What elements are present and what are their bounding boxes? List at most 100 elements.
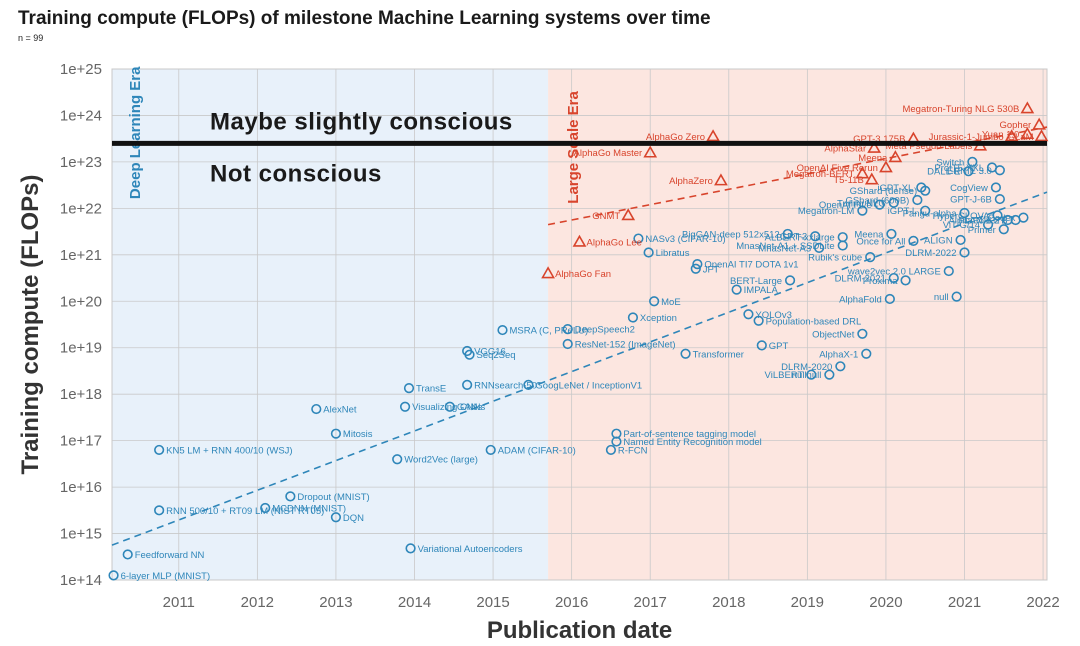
y-tick-label: 1e+21: [60, 247, 102, 264]
data-label: ALIGN: [924, 235, 953, 246]
data-label: ADAM (CIFAR-10): [498, 445, 576, 456]
data-label: ALBERT-xxlarge: [765, 233, 835, 244]
data-label: GShard (600B): [845, 196, 909, 207]
data-label: Meta Pseudo Labels: [886, 141, 973, 152]
data-label: Dropout (MNIST): [297, 492, 369, 503]
data-point: [285, 491, 296, 502]
data-label: DLRM-2021: [835, 274, 886, 285]
data-point: [835, 361, 846, 372]
consciousness-threshold: Maybe slightly conscious Not conscious: [112, 108, 1047, 187]
data-label: MCDNN (MNIST): [272, 503, 346, 514]
data-point: [1032, 117, 1047, 130]
data-point: [154, 505, 165, 516]
data-label: Switch: [936, 157, 964, 168]
data-point: [888, 272, 899, 284]
x-tick-label: 2015: [476, 594, 509, 611]
data-label: AlphaFold-2: [948, 215, 999, 226]
data-label: Megatron-Turing NLG 530B: [902, 104, 1019, 115]
data-label: Meena: [858, 153, 888, 164]
data-point: [990, 182, 1002, 193]
data-point: [900, 275, 911, 286]
data-point: [523, 379, 534, 390]
chart-subtitle: n = 99: [18, 33, 44, 43]
y-tick-label: 1e+23: [60, 154, 102, 171]
data-label: Megatron-LM: [798, 206, 855, 217]
data-point: [462, 379, 473, 390]
data-point: [992, 210, 1003, 221]
data-label: iGPT-XL: [877, 183, 913, 194]
data-point: [1002, 214, 1013, 226]
data-label: DeepSpeech2: [575, 325, 635, 336]
data-point: [562, 324, 573, 335]
data-label: Megatron-BERT: [786, 169, 855, 180]
data-point: [706, 129, 720, 142]
data-point: [857, 205, 868, 216]
data-point: [403, 383, 415, 394]
data-label: AlphaGo Zero: [646, 132, 705, 143]
data-label: GPT-2: [780, 232, 807, 243]
data-point: [680, 348, 691, 359]
data-label: DLRM-2022: [905, 248, 956, 259]
data-label: OpenAI TI7 DOTA 1v1: [704, 260, 798, 271]
y-tick-label: 1e+15: [60, 526, 102, 543]
data-label: JFT: [703, 264, 720, 275]
data-point: [908, 235, 919, 246]
data-label: Libratus: [656, 248, 690, 259]
y-tick-label: 1e+19: [60, 340, 102, 357]
axis-ticks: 1e+14 1e+15 1e+16 1e+17 1e+18 1e+19 1e+20 1e+21…: [60, 61, 1060, 611]
data-point: [714, 173, 728, 186]
data-label: DQN: [343, 513, 364, 524]
data-label: Meena: [854, 229, 884, 240]
data-label: MSRA (C, PReLU): [510, 326, 589, 337]
data-label: MoE: [661, 297, 681, 308]
data-point: [444, 401, 455, 412]
data-point: [782, 228, 793, 240]
data-label: Named Entity Recognition model: [623, 437, 761, 448]
data-point: [633, 233, 644, 244]
data-label: Variational Autoencoders: [418, 544, 523, 555]
data-label: AlphaStar: [824, 143, 866, 154]
data-label: VGG16: [474, 346, 506, 357]
data-point: [888, 197, 899, 208]
chart-title: Training compute (FLOPs) of milestone Ma…: [18, 8, 711, 29]
grid-lines: [112, 68, 1047, 581]
data-label: HyperCLOVA: [933, 211, 991, 222]
data-label: Transformer: [693, 349, 744, 360]
data-label: ERNIE 3.0: [947, 166, 992, 177]
data-label: RNNsearch-50*: [474, 380, 541, 391]
x-tick-label: 2014: [398, 594, 431, 611]
data-point: [943, 265, 954, 277]
data-label: NASv3 (CIFAR-10): [645, 234, 725, 245]
data-point: [861, 348, 872, 359]
data-label: Seq2Seq: [477, 350, 516, 361]
data-labels: 6-layer MLP (MNIST) Feedforward NN RNN 500…: [121, 104, 1034, 582]
y-tick-label: 1e+22: [60, 200, 102, 217]
data-point: [855, 166, 870, 179]
data-point: [879, 160, 893, 173]
data-label: Proxima: [863, 276, 899, 287]
data-label: Primer: [968, 225, 996, 236]
y-tick-label: 1e+17: [60, 433, 102, 450]
data-point: [541, 266, 555, 279]
label-not-conscious: Not conscious: [210, 160, 382, 187]
data-point: [485, 444, 496, 456]
data-point: [959, 247, 970, 258]
y-tick-label: 1e+14: [60, 572, 102, 589]
x-tick-label: 2021: [948, 594, 981, 611]
data-point: [753, 315, 764, 326]
data-point: [731, 284, 742, 295]
data-point: [627, 312, 639, 323]
data-markers: [108, 101, 1049, 581]
data-label: T5-11B: [833, 175, 863, 186]
data-point: [994, 165, 1005, 176]
data-point: [867, 140, 882, 153]
data-label: RNN 500/10 + RT09 LM (NIST RT05): [166, 506, 324, 517]
era-background-large-scale: [548, 69, 1047, 580]
x-tick-label: 2012: [241, 594, 274, 611]
data-point: [967, 156, 978, 168]
data-point: [982, 219, 994, 230]
data-point: [810, 231, 821, 242]
data-label: KN5 LM + RNN 400/10 (WSJ): [166, 445, 292, 456]
data-label: null: [934, 292, 949, 303]
data-point: [692, 259, 703, 270]
